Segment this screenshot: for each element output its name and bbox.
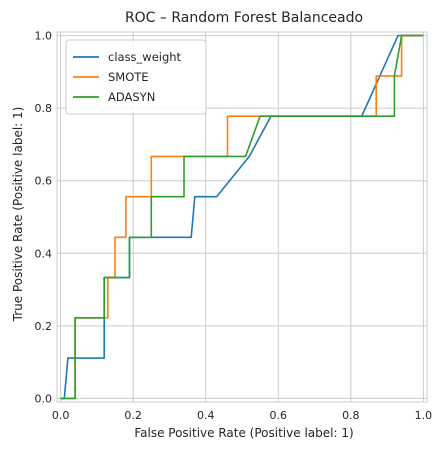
y-tick-label: 0.0 [35,392,53,405]
x-axis-ticks: 0.0 0.2 0.4 0.6 0.8 1.0 [52,409,432,422]
legend-label-class-weight: class_weight [108,50,182,64]
x-tick-label: 0.6 [270,409,288,422]
x-tick-label: 0.8 [342,409,360,422]
legend-label-smote: SMOTE [108,70,149,84]
y-tick-label: 1.0 [35,30,53,43]
x-tick-label: 0.4 [197,409,215,422]
y-tick-label: 0.8 [35,102,53,115]
x-tick-label: 0.2 [124,409,142,422]
y-tick-label: 0.6 [35,175,53,188]
y-tick-label: 0.2 [35,320,53,333]
series-lines [60,34,424,400]
y-tick-label: 0.4 [35,247,53,260]
x-tick-label: 1.0 [415,409,433,422]
y-axis-label: True Positive Rate (Positive label: 1) [11,107,25,323]
y-axis-ticks: 0.0 0.2 0.4 0.6 0.8 1.0 [35,30,53,406]
x-axis-label: False Positive Rate (Positive label: 1) [134,426,353,440]
chart-title: ROC – Random Forest Balanceado [125,10,363,26]
legend-frame [65,39,207,115]
legend: class_weight SMOTE ADASYN [65,39,207,115]
series-line-adasyn [60,34,424,400]
legend-label-adasyn: ADASYN [108,90,155,104]
x-tick-label: 0.0 [52,409,70,422]
